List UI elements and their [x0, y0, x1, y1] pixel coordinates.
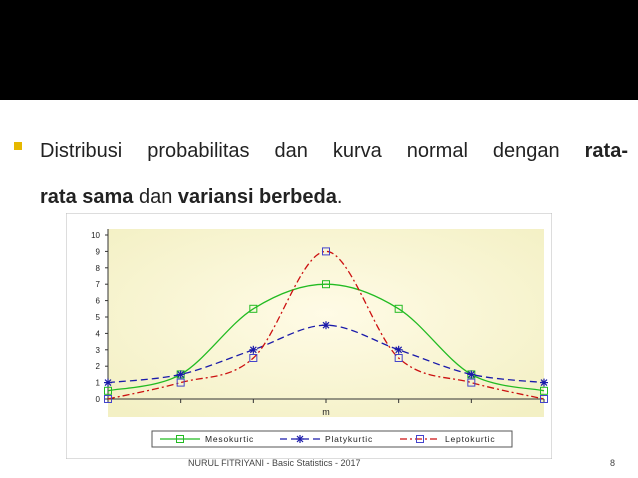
slide-header-band	[0, 0, 638, 100]
text-normal-1: Distribusi probabilitas dan kurva normal…	[40, 140, 585, 162]
chart-series-layer	[104, 247, 548, 403]
kurtosis-chart: 0 1 2 3 4 5 6 7 8 9 10 m Mesokurtic Platykurtic Lepto…	[65, 212, 553, 460]
data-point-platykurtic	[322, 321, 330, 330]
slide-text-line-1: Distribusi probabilitas dan kurva normal…	[40, 128, 628, 174]
legend-marker	[416, 435, 424, 443]
data-point-leptokurtic	[467, 378, 476, 387]
bullet-icon	[14, 142, 22, 150]
data-point-platykurtic	[467, 370, 476, 379]
data-point-leptokurtic	[176, 378, 185, 387]
y-tick-label: 5	[96, 313, 101, 322]
data-point-platykurtic	[394, 345, 403, 354]
chart-svg: 0 1 2 3 4 5 6 7 8 9 10 m Mesokurtic Platykurtic Lepto…	[65, 212, 553, 460]
data-point-mesokurtic	[104, 386, 112, 395]
data-point-platykurtic	[540, 378, 548, 387]
data-point-mesokurtic	[540, 386, 548, 395]
legend-marker	[176, 435, 184, 443]
text-normal-2: dan	[133, 186, 178, 208]
data-point-leptokurtic	[249, 354, 258, 362]
chart-axes: 0 1 2 3 4 5 6 7 8 9 10 m	[91, 229, 545, 417]
data-point-platykurtic	[249, 345, 258, 354]
chart-legend: Mesokurtic Platykurtic Leptokurtic	[151, 430, 513, 448]
legend-entry-label: Leptokurtic	[445, 434, 495, 444]
text-bold-1: rata-	[584, 140, 628, 162]
legend-marker	[296, 435, 304, 443]
text-bold-3: variansi berbeda	[177, 186, 337, 208]
slide-text-line-2: rata sama dan variansi berbeda.	[40, 186, 342, 208]
y-tick-label: 3	[96, 346, 101, 355]
x-tick-label: m	[322, 407, 330, 417]
legend-entry-label: Mesokurtic	[205, 434, 254, 444]
data-point-leptokurtic	[322, 247, 330, 256]
y-tick-label: 2	[96, 362, 101, 371]
y-tick-label: 1	[96, 379, 101, 388]
data-point-mesokurtic	[249, 304, 258, 313]
page-number: 8	[610, 458, 616, 468]
slide-text: Distribusi probabilitas dan kurva normal…	[40, 128, 628, 220]
y-tick-label: 6	[96, 297, 101, 306]
data-point-leptokurtic	[394, 354, 403, 362]
data-point-leptokurtic	[540, 395, 548, 403]
series-line-leptokurtic	[107, 250, 545, 400]
y-tick-label: 10	[91, 231, 100, 240]
legend-entry-label: Platykurtic	[325, 434, 373, 444]
data-point-mesokurtic	[394, 304, 403, 313]
y-tick-label: 4	[96, 329, 101, 338]
data-point-mesokurtic	[322, 280, 330, 289]
data-point-platykurtic	[104, 378, 112, 387]
data-point-platykurtic	[176, 370, 185, 379]
footer-text: NURUL FITRIYANI - Basic Statistics - 201…	[188, 458, 361, 468]
data-point-leptokurtic	[104, 395, 112, 403]
text-bold-2: rata sama	[40, 186, 134, 208]
text-normal-3: .	[336, 186, 343, 208]
y-tick-label: 0	[96, 395, 101, 404]
y-tick-label: 9	[96, 247, 101, 256]
y-tick-label: 8	[96, 264, 101, 273]
y-tick-label: 7	[96, 280, 101, 289]
